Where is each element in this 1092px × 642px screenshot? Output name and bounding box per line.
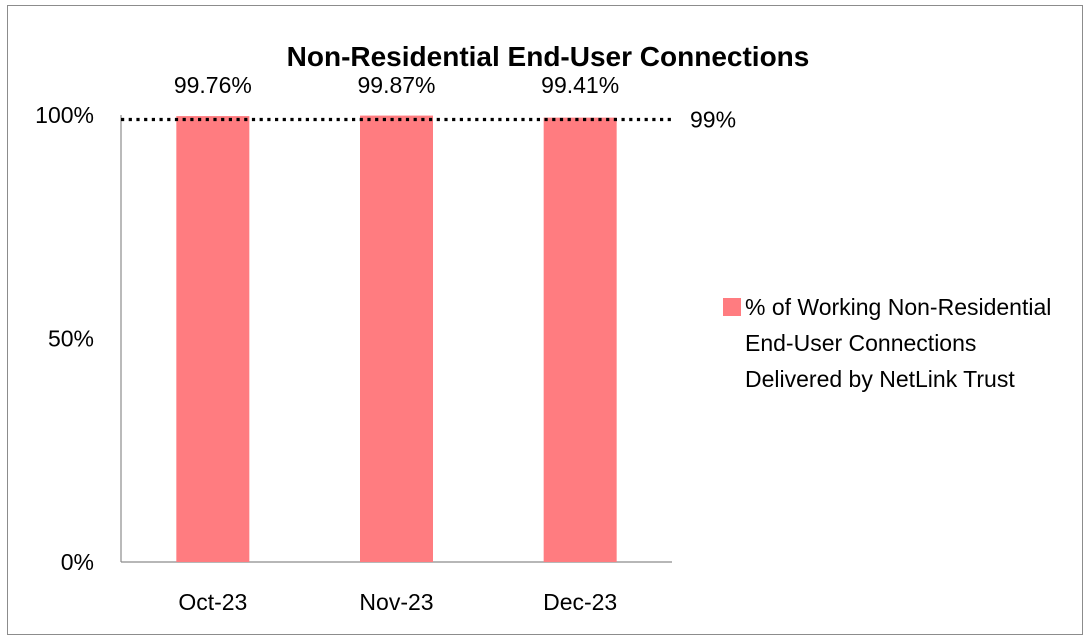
- y-tick-label: 50%: [48, 326, 94, 352]
- x-tick-label: Dec-23: [543, 589, 617, 615]
- bar: [543, 117, 617, 562]
- x-tick-label: Oct-23: [178, 589, 247, 615]
- plot-area: 0% 50% 100% 99.76% Oct-23 99.87% Nov-23 99.41% D…: [35, 72, 736, 615]
- legend-series-label: % of Working Non-Residential End-User Co…: [745, 294, 1052, 392]
- y-tick-label: 100%: [35, 102, 94, 128]
- legend-swatch: [723, 298, 741, 316]
- data-label: 99.76%: [174, 72, 252, 98]
- chart-title: Non-Residential End-User Connections: [287, 41, 810, 72]
- x-tick-label: Nov-23: [359, 589, 433, 615]
- reference-line-label: 99%: [690, 106, 736, 132]
- data-label: 99.87%: [357, 72, 435, 98]
- bar: [176, 116, 250, 562]
- y-tick-label: 0%: [61, 549, 94, 575]
- bar: [360, 115, 433, 562]
- data-label: 99.41%: [541, 72, 619, 98]
- legend: % of Working Non-Residential End-User Co…: [723, 289, 1075, 397]
